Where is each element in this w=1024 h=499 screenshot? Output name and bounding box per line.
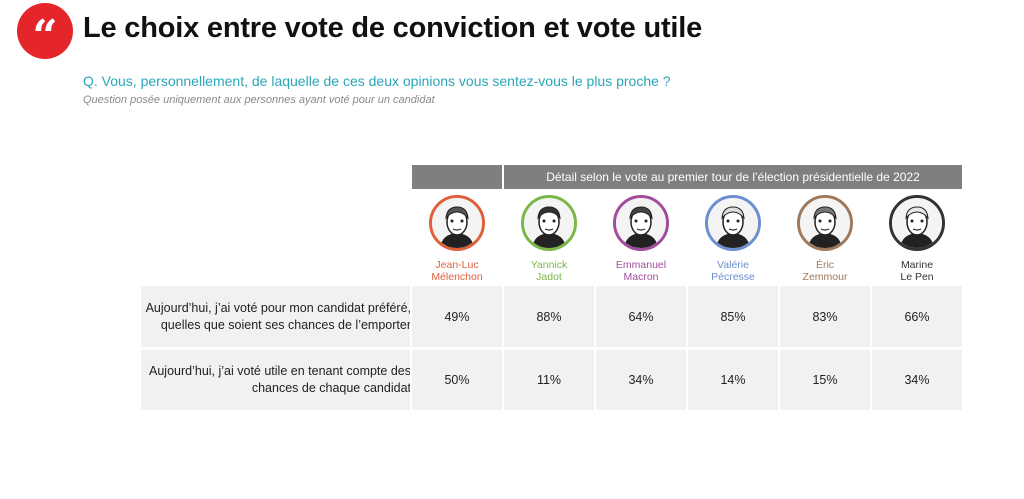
column-group-header: Détail selon le vote au premier tour de … [504, 165, 962, 189]
value-cell: 14% [720, 372, 746, 387]
candidate-name: Jean-Luc Mélenchon [431, 259, 483, 283]
value-cell: 50% [444, 372, 470, 387]
candidate-name: Emmanuel Macron [615, 259, 667, 283]
candidate-name: Valérie Pécresse [711, 259, 755, 283]
candidate-header: Yannick Jadot [504, 195, 594, 283]
value-cell: 49% [444, 309, 470, 324]
value-cell: 34% [628, 372, 654, 387]
question-note: Question posée uniquement aux personnes … [83, 94, 435, 106]
row-label: Aujourd’hui, j’ai voté utile en tenant c… [149, 363, 411, 395]
lepen-portrait-icon [889, 195, 945, 251]
jadot-portrait-icon [521, 195, 577, 251]
survey-question: Q. Vous, personnellement, de laquelle de… [83, 73, 671, 89]
candidate-header: Valérie Pécresse [688, 195, 778, 283]
value-cell: 64% [628, 309, 654, 324]
candidate-name: Marine Le Pen [900, 259, 934, 283]
table-row [141, 349, 962, 410]
row-divider [141, 348, 962, 350]
melenchon-portrait-icon [429, 195, 485, 251]
value-cell: 88% [536, 309, 562, 324]
value-cell: 66% [904, 309, 930, 324]
page-title: Le choix entre vote de conviction et vot… [83, 12, 703, 44]
value-cell: 15% [812, 372, 838, 387]
macron-portrait-icon [613, 195, 669, 251]
candidate-header: Marine Le Pen [872, 195, 962, 283]
quote-icon: “ [17, 3, 73, 59]
value-cell: 34% [904, 372, 930, 387]
candidate-header: Éric Zemmour [780, 195, 870, 283]
candidate-header: Jean-Luc Mélenchon [412, 195, 502, 283]
pecresse-portrait-icon [705, 195, 761, 251]
value-cell: 85% [720, 309, 746, 324]
header-empty-cell [412, 165, 502, 189]
zemmour-portrait-icon [797, 195, 853, 251]
candidate-name: Éric Zemmour [802, 259, 848, 283]
value-cell: 11% [536, 372, 562, 387]
table-row [141, 286, 962, 347]
row-label: Aujourd’hui, j’ai voté pour mon candidat… [145, 300, 411, 332]
candidate-header: Emmanuel Macron [596, 195, 686, 283]
candidate-name: Yannick Jadot [530, 259, 568, 283]
value-cell: 83% [812, 309, 838, 324]
